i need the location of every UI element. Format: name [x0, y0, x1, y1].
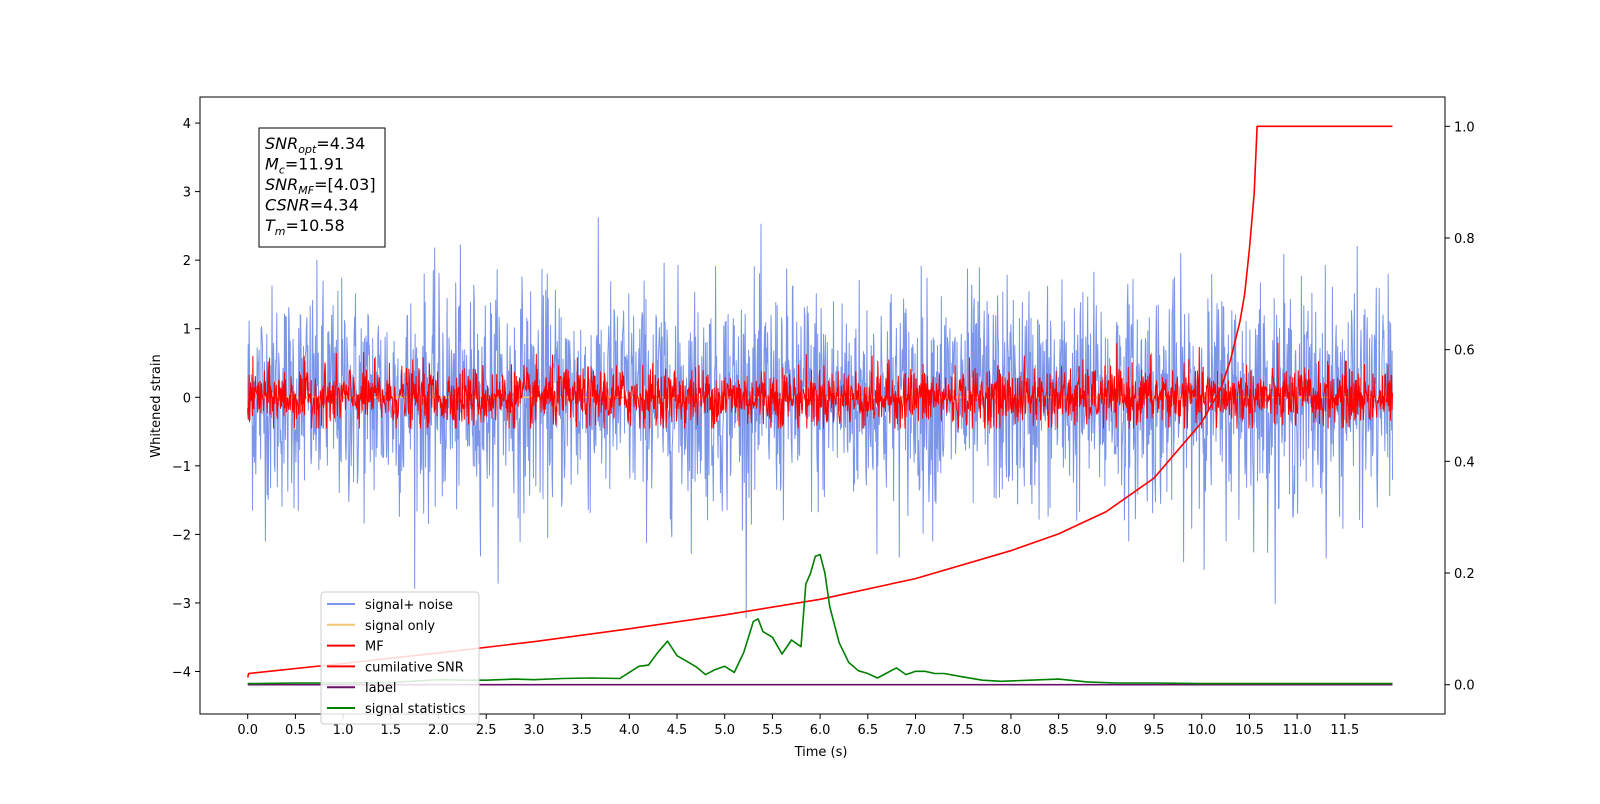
y-right-tick-label: 0.8 [1454, 232, 1475, 247]
series-line-signal-noise [247, 217, 1393, 619]
series-line-signal-statistics [247, 553, 1393, 685]
x-tick-label: 8.0 [1001, 723, 1022, 738]
y-axis-right: 1.0 0.8 0.6 0.4 0.2 0.0 [1445, 120, 1475, 694]
info-subscript: m [275, 225, 286, 238]
legend-frame [320, 591, 480, 725]
x-tick-label: 6.5 [857, 723, 878, 738]
info-value: =4.34 [310, 196, 359, 215]
x-tick-label: 9.5 [1144, 723, 1165, 738]
y-tick-label: −4 [172, 665, 191, 680]
y-tick-label: 2 [183, 254, 191, 269]
info-box: SNRopt=4.34Mc=11.91SNRMF=[4.03]CSNR=4.34… [258, 127, 386, 248]
info-label: SNR [265, 134, 298, 153]
y-right-tick-label: 0.0 [1454, 679, 1475, 694]
x-tick-label: 6.0 [810, 723, 831, 738]
x-tick-label: 5.0 [714, 723, 735, 738]
info-subscript: opt [298, 143, 317, 156]
x-tick-label: 11.0 [1283, 723, 1312, 738]
x-tick-label: 4.5 [667, 723, 688, 738]
legend-label-signal-statistics: signal statistics [365, 702, 466, 717]
x-tick-label: 3.5 [571, 723, 592, 738]
y-right-tick-label: 0.6 [1454, 344, 1475, 359]
series-line-cumilative-snr [246, 125, 1393, 678]
x-tick-label: 7.0 [905, 723, 926, 738]
info-label: T [265, 216, 276, 235]
y-right-tick-label: 0.2 [1454, 567, 1475, 582]
x-tick-label: 0.5 [285, 723, 306, 738]
info-box-line: SNRMF=[4.03] [265, 175, 376, 197]
x-tick-label: 5.5 [762, 723, 783, 738]
y-tick-label: −2 [172, 528, 191, 543]
x-tick-label: 2.0 [428, 723, 449, 738]
legend-label-signal-noise: signal+ noise [365, 598, 453, 613]
x-axis-label: Time (s) [794, 745, 848, 760]
info-label: CSNR [265, 196, 310, 215]
info-label: SNR [265, 175, 298, 194]
legend-label-cumilative-snr: cumilative SNR [365, 660, 464, 675]
info-value: =11.91 [285, 155, 344, 174]
x-tick-label: 2.5 [476, 723, 497, 738]
x-tick-label: 4.0 [619, 723, 640, 738]
y-axis-left: 4 3 2 1 0 −1 −2 −3 −4 [172, 117, 200, 680]
x-tick-label: 3.0 [524, 723, 545, 738]
y-right-tick-label: 1.0 [1454, 120, 1475, 135]
x-tick-label: 1.0 [333, 723, 354, 738]
y-tick-label: 4 [183, 117, 191, 132]
x-tick-label: 10.5 [1235, 723, 1264, 738]
legend-label-signal-only: signal only [365, 619, 435, 634]
y-right-tick-label: 0.4 [1454, 455, 1475, 470]
info-subscript: c [279, 164, 285, 177]
info-value: =4.34 [316, 134, 365, 153]
x-tick-label: 8.5 [1048, 723, 1069, 738]
y-tick-label: 0 [183, 391, 191, 406]
series-line-mf [247, 342, 1393, 429]
info-subscript: MF [298, 184, 314, 197]
info-label: M [265, 155, 279, 174]
info-box-frame [258, 127, 386, 248]
x-tick-label: 10.0 [1187, 723, 1216, 738]
info-value: =[4.03] [314, 175, 376, 194]
info-box-line: CSNR=4.34 [265, 196, 359, 215]
x-tick-label: 7.5 [953, 723, 974, 738]
y-tick-label: −1 [172, 460, 191, 475]
y-tick-label: 3 [183, 186, 191, 201]
x-tick-label: 1.5 [380, 723, 401, 738]
info-value: =10.58 [286, 216, 345, 235]
x-tick-label: 9.0 [1096, 723, 1117, 738]
legend-label-label: label [365, 681, 396, 696]
y-tick-label: −3 [172, 597, 191, 612]
legend-label-mf: MF [365, 640, 384, 655]
info-box-line: Mc=11.91 [265, 155, 344, 177]
y-tick-label: 1 [183, 323, 191, 338]
plot-frame [199, 96, 1446, 715]
x-tick-label: 0.0 [237, 723, 258, 738]
info-box-line: Tm=10.58 [265, 216, 345, 238]
y-axis-label: Whitened strain [149, 354, 164, 457]
legend: signal+ noise signal only MF cumilative SNR… [320, 591, 480, 725]
x-tick-label: 11.5 [1330, 723, 1359, 738]
x-axis: 0.0 0.5 1.0 1.5 2.0 2.5 3.0 3.5 4.0 4.5 5.0 5.5 6.0 6… [237, 714, 1359, 738]
info-box-line: SNRopt=4.34 [265, 134, 365, 156]
